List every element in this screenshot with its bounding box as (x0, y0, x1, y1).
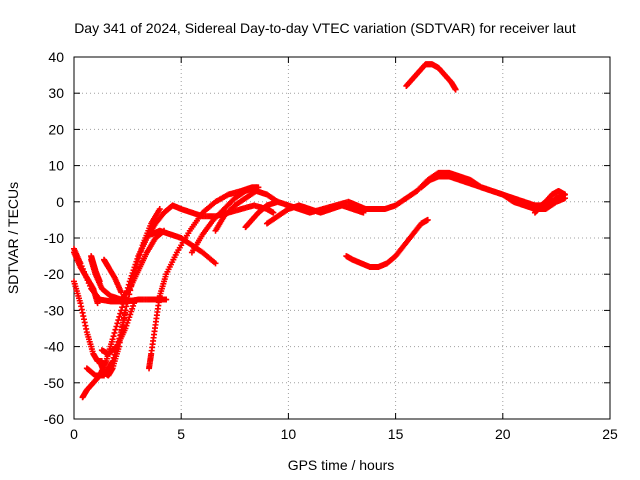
x-axis-label: GPS time / hours (288, 457, 395, 473)
data-point (118, 289, 125, 296)
series-group (71, 61, 568, 401)
y-tick-label: 40 (48, 49, 64, 65)
data-point (114, 320, 121, 327)
data-point (122, 325, 129, 332)
data-point (109, 358, 116, 365)
data-point (212, 260, 219, 267)
data-point (124, 299, 131, 306)
data-point (137, 248, 144, 255)
data-point (116, 313, 123, 320)
data-point (131, 300, 138, 307)
y-tick-label: -50 (44, 375, 64, 391)
series-arc-9 (88, 253, 103, 285)
data-point (424, 216, 431, 223)
series-arc-10 (101, 256, 125, 296)
data-point (111, 329, 118, 336)
x-tick-label: 10 (281, 426, 297, 442)
data-point (134, 258, 141, 265)
data-point (96, 278, 103, 285)
series-arc-6 (83, 307, 129, 379)
data-point (128, 308, 135, 315)
y-tick-label: -60 (44, 411, 64, 427)
data-point (126, 314, 133, 321)
data-point (122, 307, 129, 314)
data-point (136, 251, 143, 258)
y-tick-label: 10 (48, 158, 64, 174)
y-tick-label: -20 (44, 266, 64, 282)
data-point (123, 322, 130, 329)
data-point (360, 209, 367, 216)
data-point (129, 305, 136, 312)
data-point (111, 351, 118, 358)
y-tick-label: 0 (56, 194, 64, 210)
data-point (156, 206, 163, 213)
data-point (94, 300, 101, 307)
data-point (113, 323, 120, 330)
data-point (561, 191, 568, 198)
data-point (124, 319, 131, 326)
series-arc-17 (343, 216, 431, 270)
data-point (135, 255, 142, 262)
data-point (119, 304, 126, 311)
data-point (125, 295, 132, 302)
series-arc-13 (188, 184, 260, 256)
data-point (110, 354, 117, 361)
x-tick-label: 15 (388, 426, 404, 442)
series-arc-16 (263, 202, 367, 227)
x-tick-label: 20 (495, 426, 511, 442)
x-tick-label: 0 (70, 426, 78, 442)
chart-title: Day 341 of 2024, Sidereal Day-to-day VTE… (74, 20, 576, 36)
data-point (127, 311, 134, 318)
series-arc-19 (418, 173, 568, 213)
series-arc-20 (403, 61, 459, 93)
data-point (110, 333, 117, 340)
axis-ticks: 0 5 10 15 20 25 -60 -50 -40 -30 -20 -10 0 10 20 30 40 (44, 49, 618, 442)
data-point (125, 317, 132, 324)
data-point (163, 296, 170, 303)
data-point (123, 303, 130, 310)
data-point (120, 300, 127, 307)
data-point (138, 245, 145, 252)
series-arc-21 (531, 187, 568, 216)
data-point (452, 86, 459, 93)
series-arc-12 (148, 227, 219, 267)
y-axis-label: SDTVAR / TECUs (5, 182, 21, 294)
series-arc-8 (88, 227, 168, 303)
y-tick-label: 30 (48, 85, 64, 101)
x-tick-label: 5 (177, 426, 185, 442)
x-tick-label: 25 (602, 426, 618, 442)
series-arc-15 (242, 198, 378, 231)
data-point (109, 336, 116, 343)
data-point (117, 310, 124, 317)
data-point (112, 326, 119, 333)
data-point (270, 209, 277, 216)
y-tick-label: -30 (44, 302, 64, 318)
y-tick-label: 20 (48, 121, 64, 137)
series-arc-7 (98, 300, 138, 357)
data-point (130, 302, 137, 309)
y-tick-label: -40 (44, 339, 64, 355)
y-tick-label: -10 (44, 230, 64, 246)
data-point (115, 317, 122, 324)
series-arc-3 (71, 249, 101, 307)
